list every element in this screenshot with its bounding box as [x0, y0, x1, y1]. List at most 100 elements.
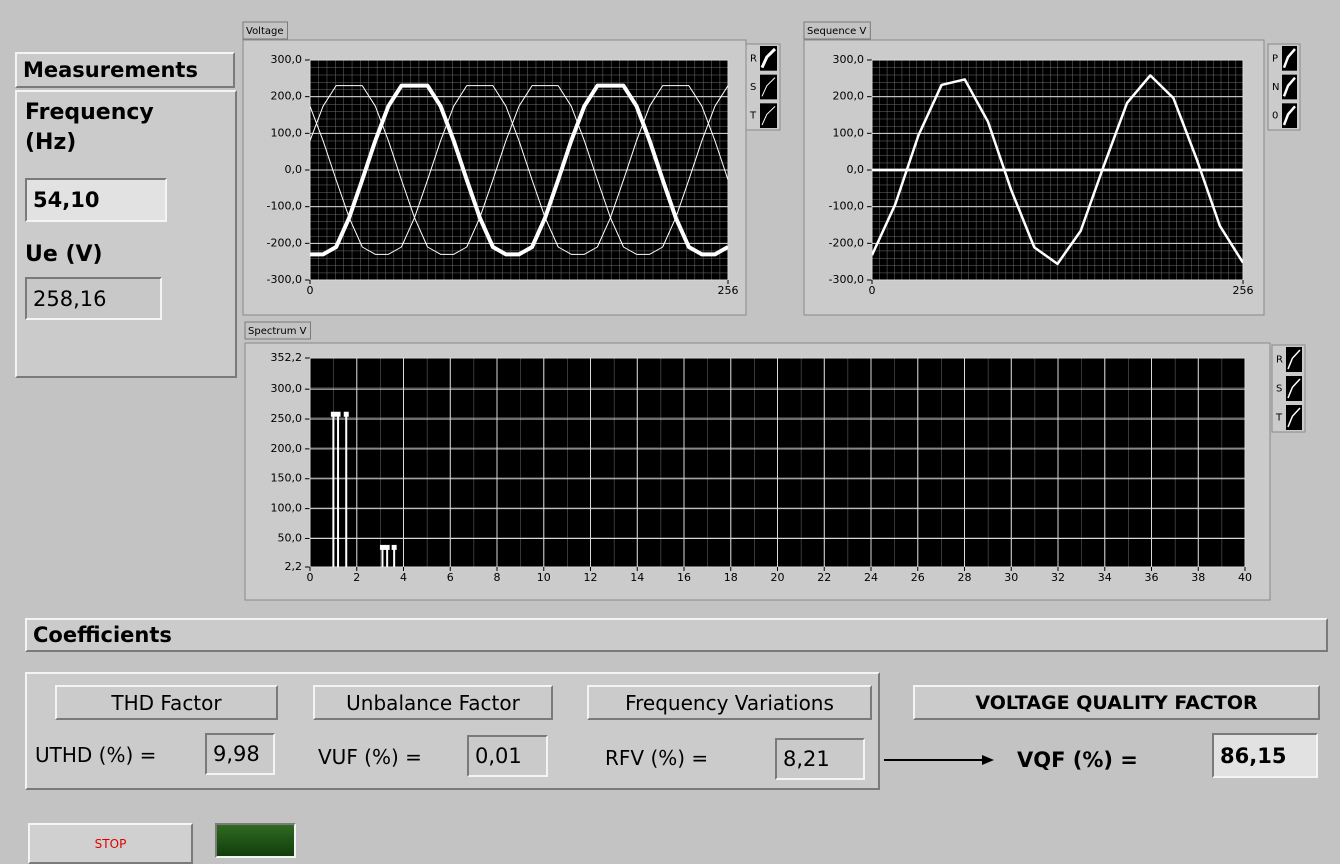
y-tick-label: -100,0 — [829, 200, 864, 213]
legend-label: T — [749, 111, 757, 122]
chart-title: Sequence V — [807, 26, 867, 37]
y-tick-label: 0,0 — [285, 163, 303, 176]
series-line — [310, 83, 728, 257]
y-tick-label: 200,0 — [833, 90, 865, 103]
legend-label: N — [1272, 82, 1279, 93]
x-tick-label: 0 — [307, 284, 314, 297]
x-tick-label: 10 — [537, 571, 551, 584]
x-tick-label: 20 — [771, 571, 785, 584]
vuf-value: 0,01 — [467, 735, 548, 777]
vqf-title: VOLTAGE QUALITY FACTOR — [913, 685, 1320, 720]
series-line — [310, 85, 728, 255]
legend-icon — [1282, 48, 1296, 69]
ue-value: 258,16 — [25, 277, 162, 320]
y-tick-label: 100,0 — [271, 126, 303, 139]
x-tick-label: 6 — [447, 571, 454, 584]
measurements-title: Measurements — [15, 52, 235, 88]
y-tick-label: 300,0 — [271, 53, 303, 66]
legend-icon — [761, 105, 776, 126]
legend-icon — [1282, 76, 1296, 97]
rfv-title: Frequency Variations — [587, 685, 872, 720]
status-led — [215, 823, 296, 858]
x-tick-label: 36 — [1145, 571, 1159, 584]
legend-icon — [761, 77, 776, 97]
legend-icon — [760, 47, 777, 69]
y-tick-label: -200,0 — [829, 236, 864, 249]
x-tick-label: 34 — [1098, 571, 1112, 584]
legend-label: S — [750, 82, 756, 93]
legend-label: 0 — [1272, 111, 1278, 122]
x-tick-label: 16 — [677, 571, 691, 584]
x-tick-label: 30 — [1004, 571, 1018, 584]
legend-label: S — [1276, 384, 1282, 395]
y-tick-label: 300,0 — [833, 53, 865, 66]
arrow — [884, 755, 994, 765]
vqf-label: VQF (%) = — [1017, 748, 1138, 772]
y-tick-label: 2,2 — [285, 560, 303, 573]
y-tick-label: -300,0 — [829, 273, 864, 286]
legend-label: P — [1272, 53, 1278, 64]
thd-label: UTHD (%) = — [35, 743, 157, 767]
x-tick-label: 256 — [1233, 284, 1254, 297]
y-tick-label: -100,0 — [267, 200, 302, 213]
chart-title: Voltage — [246, 26, 284, 37]
y-tick-label: 50,0 — [278, 531, 303, 544]
x-tick-label: 26 — [911, 571, 925, 584]
legend-icon — [1287, 378, 1301, 399]
vuf-title: Unbalance Factor — [313, 685, 553, 720]
x-tick-label: 32 — [1051, 571, 1065, 584]
legend-label: T — [1275, 413, 1283, 424]
y-tick-label: 100,0 — [271, 502, 303, 515]
rfv-label: RFV (%) = — [605, 746, 709, 770]
spectrum-stem — [343, 411, 349, 567]
y-tick-label: 200,0 — [271, 90, 303, 103]
frequency-value: 54,10 — [25, 178, 167, 222]
legend-swatch — [760, 103, 777, 128]
legend-swatch — [760, 74, 777, 100]
spectrum-stem — [391, 544, 397, 567]
frequency-label: Frequency (Hz) — [25, 100, 154, 155]
series-layer — [330, 411, 397, 567]
x-tick-label: 12 — [584, 571, 598, 584]
x-tick-label: 2 — [353, 571, 360, 584]
chart-title-box — [803, 21, 871, 40]
y-tick-label: 200,0 — [271, 442, 303, 455]
spectrum-stem — [379, 544, 385, 567]
x-tick-label: 38 — [1191, 571, 1205, 584]
stem-marker — [379, 544, 385, 550]
series-line — [872, 74, 1243, 266]
series-line — [310, 85, 728, 255]
rfv-value: 8,21 — [775, 738, 865, 780]
series-layer — [310, 83, 728, 257]
measurements-frame — [15, 90, 237, 378]
spectrum-stem — [335, 411, 341, 567]
vqf-value: 86,15 — [1212, 733, 1318, 778]
spectrum-stem — [384, 544, 390, 567]
y-tick-label: 300,0 — [271, 382, 303, 395]
y-tick-label: -300,0 — [267, 273, 302, 286]
stop-button[interactable]: STOP — [28, 823, 193, 864]
legend-label: R — [1276, 355, 1283, 366]
stem-marker — [391, 544, 397, 550]
y-tick-label: 100,0 — [833, 126, 865, 139]
y-tick-label: 352,2 — [271, 351, 303, 364]
x-tick-label: 14 — [630, 571, 644, 584]
legend-icon — [1282, 105, 1296, 126]
x-tick-label: 28 — [958, 571, 972, 584]
thd-title: THD Factor — [55, 685, 278, 720]
coefficients-title: Coefficients — [25, 618, 1328, 652]
y-tick-label: 150,0 — [271, 472, 303, 485]
x-tick-label: 4 — [400, 571, 407, 584]
x-tick-label: 22 — [817, 571, 831, 584]
y-tick-label: 250,0 — [271, 412, 303, 425]
legend-label: R — [750, 53, 757, 64]
stem-marker — [384, 544, 390, 550]
stem-marker — [343, 411, 349, 417]
legend-icon — [1287, 349, 1301, 370]
ue-label: Ue (V) — [25, 242, 103, 267]
y-tick-label: -200,0 — [267, 236, 302, 249]
x-tick-label: 24 — [864, 571, 878, 584]
x-tick-label: 0 — [307, 571, 314, 584]
spectrum-stem — [330, 411, 336, 567]
